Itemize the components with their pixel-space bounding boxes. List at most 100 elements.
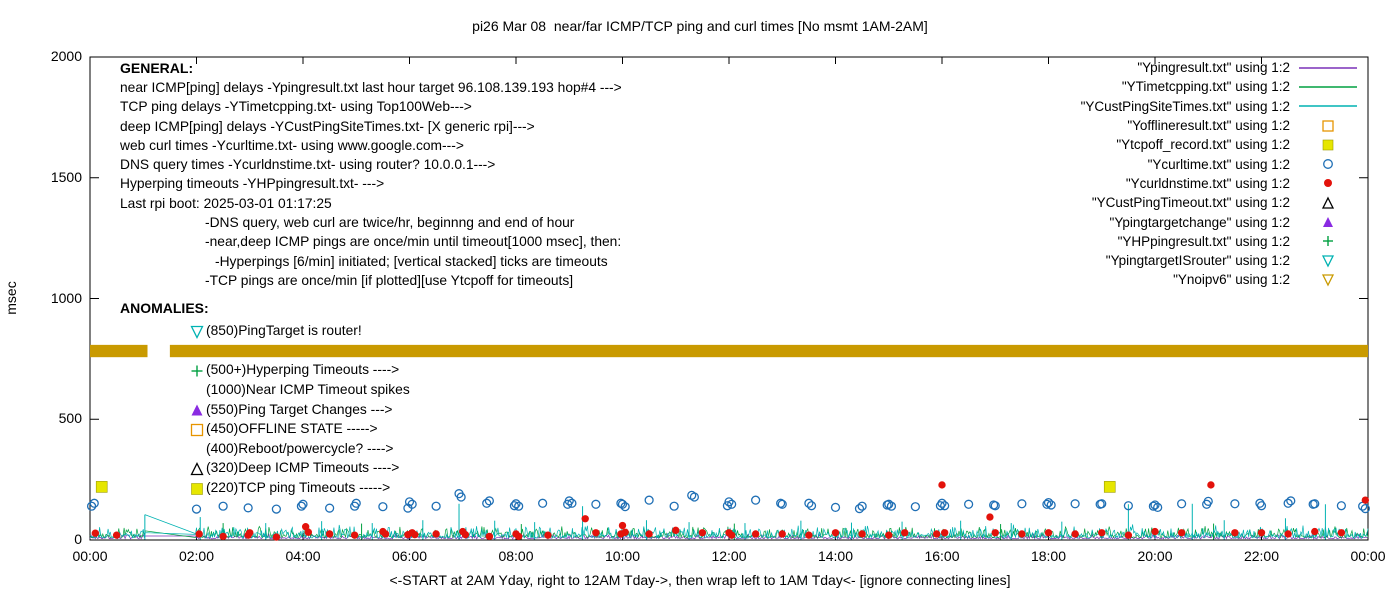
legend-item: "YCustPingTimeout.txt" using 1:2 [1081, 193, 1360, 212]
anomaly-plus-icon [191, 365, 203, 377]
legend-item: "YHPpingresult.txt" using 1:2 [1081, 232, 1360, 251]
anomaly-tri-fill-icon [191, 404, 203, 416]
anomaly-square-fill-icon [191, 482, 203, 495]
legend-item-label: "YpingtargetISrouter" using 1:2 [1105, 253, 1290, 269]
legend-item-label: "Ypingresult.txt" using 1:2 [1137, 60, 1290, 76]
legend-item: "Ypingresult.txt" using 1:2 [1081, 58, 1360, 77]
general-lines: near ICMP[ping] delays -Ypingresult.txt … [120, 80, 840, 292]
general-note-line: -DNS query, web curl are twice/hr, begin… [205, 215, 575, 231]
legend-item: "YpingtargetISrouter" using 1:2 [1081, 251, 1360, 270]
legend-item-label: "YCustPingTimeout.txt" using 1:2 [1091, 195, 1290, 211]
legend-circle-fill-icon [1324, 179, 1332, 188]
y-tick-label: 2000 [50, 48, 82, 64]
legend: "Ypingresult.txt" using 1:2 "YTimetcpping… [1081, 58, 1360, 290]
legend-item-label: "YHPpingresult.txt" using 1:2 [1117, 233, 1290, 249]
legend-line-sample [1299, 86, 1357, 88]
x-tick-label: 06:00 [391, 548, 428, 564]
legend-item-label: "Yofflineresult.txt" using 1:2 [1127, 118, 1290, 134]
legend-item-label: "Ynoipv6" using 1:2 [1173, 272, 1290, 288]
y-tick-label: 500 [58, 410, 82, 427]
legend-item: "Ytcpoff_record.txt" using 1:2 [1081, 135, 1360, 154]
anomaly-symbol-spacer [190, 342, 206, 358]
legend-tri-down-open-icon [1321, 274, 1335, 287]
x-tick-label: 04:00 [285, 548, 321, 564]
general-note-line: Hyperping timeouts -YHPpingresult.txt- -… [120, 176, 385, 192]
y-tick-label: 0 [74, 531, 82, 547]
general-note-line: TCP ping delays -YTimetcpping.txt- using… [120, 99, 472, 115]
legend-square-open-icon [1322, 119, 1334, 132]
legend-square-fill-icon [1322, 139, 1334, 151]
anomaly-square-open-icon [190, 423, 204, 436]
y-tick-label: 1000 [50, 289, 82, 306]
general-note-line: DNS query times -Ycurldnstime.txt- using… [120, 157, 496, 173]
anomaly-item [120, 341, 640, 361]
anomaly-item: (400)Reboot/powercycle? ----> [120, 439, 640, 459]
anomaly-list: (850)PingTarget is router! (500+)Hyperpin… [120, 321, 640, 497]
legend-item-label: "YCustPingSiteTimes.txt" using 1:2 [1080, 98, 1290, 114]
anomaly-symbol-spacer [190, 440, 206, 456]
x-tick-label: 00:00 [72, 548, 108, 564]
x-axis-label: <-START at 2AM Yday, right to 12AM Tday-… [389, 572, 1011, 588]
anomaly-item: (450)OFFLINE STATE -----> [120, 419, 640, 439]
x-tick-label: 10:00 [604, 548, 641, 564]
x-tick-label: 00:00 [1350, 548, 1386, 564]
anomaly-label: (450)OFFLINE STATE -----> [206, 421, 378, 437]
general-note-line: deep ICMP[ping] delays -YCustPingSiteTim… [120, 118, 535, 134]
legend-tri-down-open-icon [1321, 254, 1335, 268]
general-notes-block: GENERAL: near ICMP[ping] delays -Ypingre… [120, 60, 840, 292]
legend-plus-icon [1323, 236, 1333, 247]
legend-circle-open-icon [1323, 159, 1333, 170]
x-tick-label: 18:00 [1030, 548, 1067, 564]
anomaly-tri-open-icon [190, 461, 204, 476]
legend-item: "Ypingtargetchange" using 1:2 [1081, 212, 1360, 231]
anomalies-heading: ANOMALIES: [120, 300, 209, 316]
legend-item-label: "Ycurldnstime.txt" using 1:2 [1125, 175, 1290, 191]
anomaly-label: (320)Deep ICMP Timeouts ----> [206, 460, 400, 476]
legend-line-sample [1299, 105, 1357, 108]
legend-item: "Yofflineresult.txt" using 1:2 [1081, 116, 1360, 135]
chart-title: pi26 Mar 08 near/far ICMP/TCP ping and c… [472, 18, 928, 34]
general-note-line: web curl times -Ycurltime.txt- using www… [120, 137, 464, 153]
anomaly-item: (550)Ping Target Changes ---> [120, 399, 640, 419]
anomaly-label: (1000)Near ICMP Timeout spikes [206, 382, 410, 398]
x-tick-label: 02:00 [178, 548, 215, 564]
y-axis-label: msec [3, 281, 19, 315]
general-note-line: -TCP pings are once/min [if plotted][use… [205, 272, 574, 288]
anomaly-label: (400)Reboot/powercycle? ----> [206, 440, 394, 456]
legend-item: "Ynoipv6" using 1:2 [1081, 270, 1360, 289]
legend-line-sample [1299, 66, 1357, 69]
general-note-line: near ICMP[ping] delays -Ypingresult.txt … [120, 80, 622, 95]
legend-item: "Ycurltime.txt" using 1:2 [1081, 154, 1360, 173]
anomaly-item: (220)TCP ping Timeouts -----> [120, 478, 640, 498]
anomaly-tri-down-open-icon [190, 325, 204, 339]
anomaly-label: (220)TCP ping Timeouts -----> [206, 480, 391, 496]
legend-item: "YCustPingSiteTimes.txt" using 1:2 [1081, 97, 1360, 116]
x-tick-label: 22:00 [1243, 548, 1280, 564]
general-note-line: -near,deep ICMP pings are once/min until… [205, 234, 622, 250]
legend-item-label: "YTimetcpping.txt" using 1:2 [1121, 79, 1290, 95]
legend-item: "YTimetcpping.txt" using 1:2 [1081, 77, 1360, 96]
anomaly-item: (320)Deep ICMP Timeouts ----> [120, 458, 640, 478]
anomaly-label: (500+)Hyperping Timeouts ----> [206, 362, 400, 378]
legend-tri-open-icon [1321, 196, 1335, 209]
anomaly-item: (1000)Near ICMP Timeout spikes [120, 380, 640, 400]
legend-item-label: "Ytcpoff_record.txt" using 1:2 [1116, 137, 1290, 153]
x-tick-label: 16:00 [924, 548, 960, 564]
y-tick-label: 1500 [50, 168, 82, 185]
legend-item: "Ycurldnstime.txt" using 1:2 [1081, 174, 1360, 193]
x-tick-label: 20:00 [1137, 548, 1173, 564]
anomaly-item: (500+)Hyperping Timeouts ----> [120, 360, 640, 380]
anomaly-symbol-spacer [190, 382, 206, 398]
general-note-line: Last rpi boot: 2025-03-01 01:17:25 [120, 195, 332, 211]
x-tick-label: 14:00 [817, 548, 854, 564]
general-heading: GENERAL: [120, 60, 194, 76]
anomalies-block: ANOMALIES: (850)PingTarget is router! (50… [120, 300, 640, 497]
x-tick-label: 12:00 [711, 548, 747, 564]
anomaly-item: (850)PingTarget is router! [120, 321, 640, 341]
x-tick-label: 08:00 [498, 548, 534, 564]
legend-item-label: "Ypingtargetchange" using 1:2 [1109, 214, 1290, 230]
general-note-line: -Hyperpings [6/min] initiated; [vertical… [215, 253, 608, 269]
legend-tri-fill-icon [1323, 217, 1333, 228]
